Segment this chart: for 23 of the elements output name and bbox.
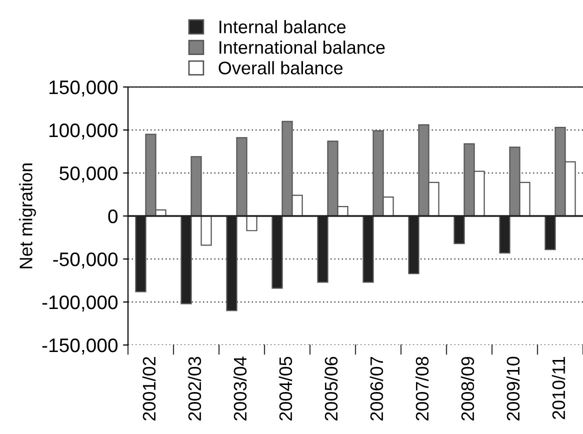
- y-tick-label: -150,000: [42, 338, 118, 355]
- x-tick-label: 2001/02: [142, 357, 156, 420]
- x-tick-label: 2002/03: [188, 356, 202, 420]
- x-tick-label: 2007/08: [415, 356, 429, 420]
- x-tick-label: 2009/10: [506, 356, 520, 420]
- legend-label: International balance: [220, 40, 385, 54]
- bar: [246, 215, 258, 232]
- legend-label: Internal balance: [220, 20, 346, 34]
- y-tick-label: -50,000: [53, 252, 118, 269]
- y-tick-label: -100,000: [42, 295, 118, 312]
- y-tick-label: 0: [108, 209, 118, 224]
- x-tick-label: 2010/11: [552, 356, 566, 420]
- x-tick-label: 2006/07: [370, 357, 384, 420]
- x-tick-label: 2003/04: [233, 356, 247, 420]
- y-tick-label: 150,000: [49, 80, 118, 97]
- y-tick-label: 50,000: [60, 166, 118, 183]
- legend-label: Overall balance: [218, 61, 343, 74]
- x-tick-label: 2004/05: [278, 356, 292, 420]
- x-tick-label: 2008/09: [460, 356, 474, 420]
- x-tick-label: 2005/06: [324, 356, 338, 420]
- y-axis-title: Net migration: [19, 163, 36, 268]
- bar: [200, 215, 212, 246]
- y-tick-label: 100,000: [49, 123, 118, 140]
